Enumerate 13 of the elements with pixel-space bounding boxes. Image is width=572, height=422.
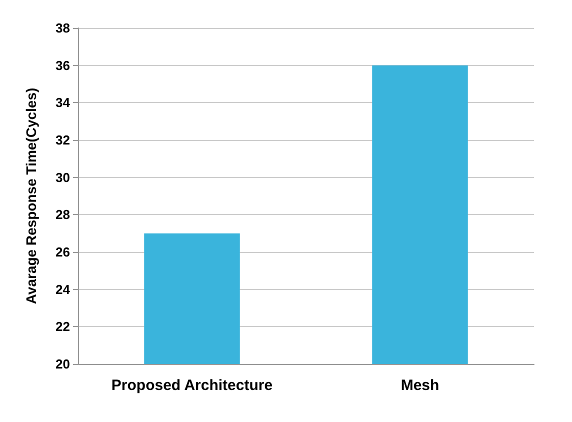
y-axis-title: Avarage Response Time(Cycles)	[23, 88, 39, 304]
x-tick-label: Proposed Architecture	[111, 377, 273, 394]
y-tick-label: 34	[56, 95, 71, 110]
y-tick-label: 32	[56, 132, 70, 148]
y-tick-label: 38	[56, 20, 70, 36]
y-tick-label: 24	[56, 282, 71, 297]
y-tick-label: 30	[56, 170, 70, 185]
y-tick-label: 22	[56, 319, 70, 334]
y-tick-label: 26	[56, 244, 70, 260]
y-tick-label: 20	[56, 356, 70, 372]
y-tick-label: 36	[56, 58, 70, 73]
x-tick-label: Mesh	[400, 377, 440, 394]
y-tick-label: 28	[56, 207, 70, 222]
